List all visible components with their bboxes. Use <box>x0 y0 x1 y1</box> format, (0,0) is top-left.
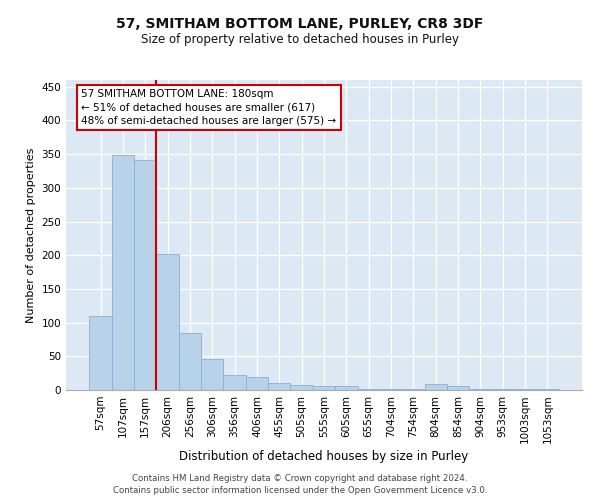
Bar <box>246 376 268 390</box>
Bar <box>268 384 290 390</box>
Bar <box>469 388 491 390</box>
Bar <box>290 386 313 390</box>
Bar <box>134 160 157 390</box>
X-axis label: Distribution of detached houses by size in Purley: Distribution of detached houses by size … <box>179 450 469 464</box>
Text: 57, SMITHAM BOTTOM LANE, PURLEY, CR8 3DF: 57, SMITHAM BOTTOM LANE, PURLEY, CR8 3DF <box>116 18 484 32</box>
Bar <box>425 384 447 390</box>
Text: Contains HM Land Registry data © Crown copyright and database right 2024.
Contai: Contains HM Land Registry data © Crown c… <box>113 474 487 495</box>
Bar <box>157 254 179 390</box>
Bar <box>313 386 335 390</box>
Bar <box>201 359 223 390</box>
Bar <box>89 316 112 390</box>
Bar <box>179 334 201 390</box>
Bar <box>447 386 469 390</box>
Bar <box>223 375 246 390</box>
Bar <box>112 155 134 390</box>
Y-axis label: Number of detached properties: Number of detached properties <box>26 148 36 322</box>
Bar <box>335 386 358 390</box>
Text: 57 SMITHAM BOTTOM LANE: 180sqm
← 51% of detached houses are smaller (617)
48% of: 57 SMITHAM BOTTOM LANE: 180sqm ← 51% of … <box>82 90 337 126</box>
Text: Size of property relative to detached houses in Purley: Size of property relative to detached ho… <box>141 32 459 46</box>
Bar <box>536 388 559 390</box>
